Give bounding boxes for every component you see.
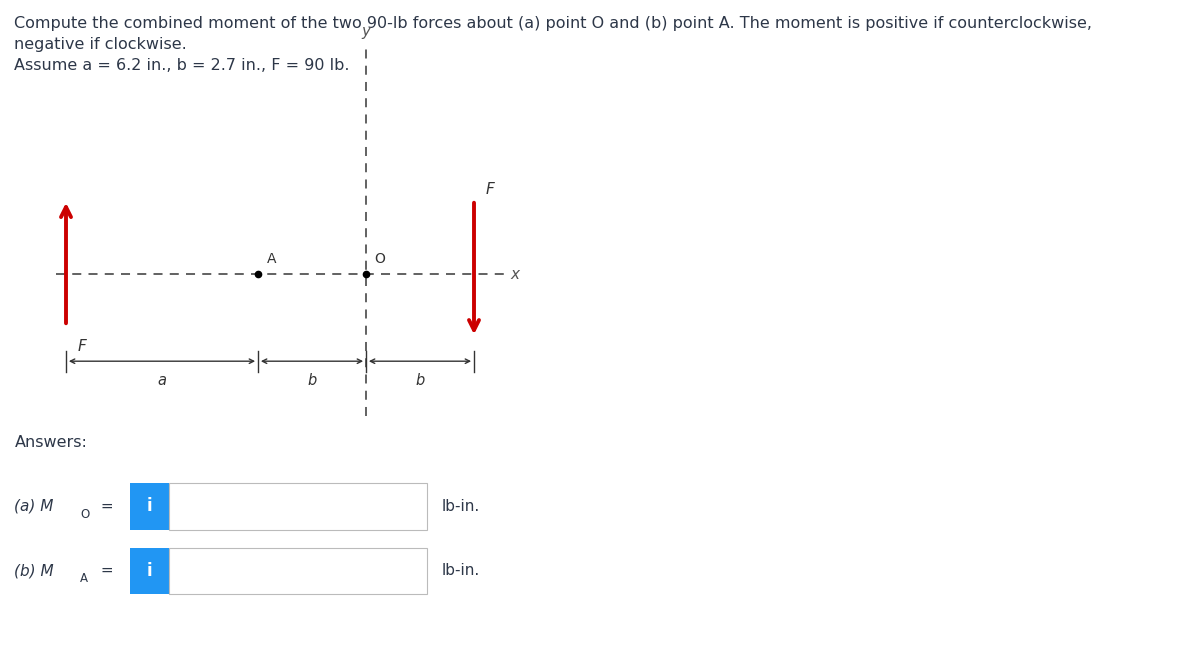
Text: A: A [80, 572, 89, 585]
Text: x: x [510, 266, 520, 282]
Text: (a) M: (a) M [14, 499, 54, 514]
Text: Answers:: Answers: [14, 435, 88, 450]
Text: lb-in.: lb-in. [442, 563, 480, 579]
FancyBboxPatch shape [169, 483, 427, 530]
Text: Compute the combined moment of the two 90-lb forces about (a) point O and (b) po: Compute the combined moment of the two 9… [14, 16, 1092, 31]
Text: i: i [146, 562, 152, 580]
Text: b: b [307, 373, 317, 388]
FancyBboxPatch shape [130, 548, 169, 594]
FancyBboxPatch shape [130, 483, 169, 530]
Text: b: b [415, 373, 425, 388]
Text: F: F [78, 339, 86, 355]
Text: O: O [80, 508, 90, 521]
Text: Assume a = 6.2 in., b = 2.7 in., F = 90 lb.: Assume a = 6.2 in., b = 2.7 in., F = 90 … [14, 58, 350, 73]
Text: F: F [486, 182, 494, 197]
Text: i: i [146, 497, 152, 515]
Text: O: O [374, 252, 385, 266]
Text: =: = [96, 563, 114, 579]
Text: lb-in.: lb-in. [442, 499, 480, 514]
Text: y: y [361, 24, 371, 39]
Text: a: a [157, 373, 167, 388]
FancyBboxPatch shape [169, 548, 427, 594]
Text: =: = [96, 499, 114, 514]
Text: negative if clockwise.: negative if clockwise. [14, 37, 187, 52]
Text: A: A [266, 252, 276, 266]
Text: (b) M: (b) M [14, 563, 54, 579]
